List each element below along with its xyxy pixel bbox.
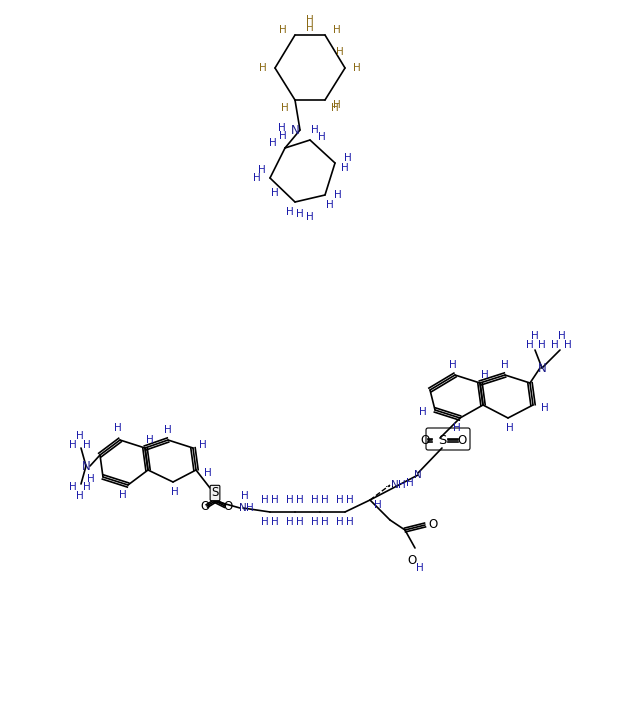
Text: H: H [241, 491, 249, 501]
Text: H: H [146, 435, 154, 445]
Text: N: N [537, 362, 547, 374]
Text: H: H [286, 207, 294, 217]
Text: H: H [344, 153, 352, 163]
Text: H: H [271, 517, 279, 527]
Text: H: H [558, 331, 566, 341]
Text: H: H [69, 440, 77, 450]
Text: N: N [291, 124, 299, 136]
Text: S: S [211, 486, 218, 500]
Text: N: N [81, 460, 90, 472]
Text: H: H [259, 63, 267, 73]
Text: H: H [261, 495, 269, 505]
Text: H: H [296, 209, 304, 219]
Text: H: H [261, 517, 269, 527]
Text: H: H [306, 212, 314, 222]
Text: H: H [321, 517, 329, 527]
Text: H: H [119, 490, 127, 500]
Text: H: H [336, 517, 344, 527]
Text: H: H [541, 403, 549, 413]
Text: H: H [346, 495, 354, 505]
Text: H: H [246, 503, 254, 513]
Text: H: H [481, 370, 489, 380]
Text: H: H [253, 173, 261, 183]
Text: H: H [326, 200, 334, 210]
Text: H: H [164, 425, 172, 435]
Text: H: H [416, 563, 424, 573]
Text: H: H [271, 188, 279, 198]
Text: ....: .... [385, 479, 397, 489]
Text: H: H [296, 517, 304, 527]
Text: H: H [269, 138, 277, 148]
Text: S: S [438, 434, 446, 446]
Text: N: N [239, 503, 247, 513]
Text: H: H [83, 482, 91, 492]
Text: H: H [506, 423, 514, 433]
Text: H: H [311, 495, 319, 505]
Text: H: H [346, 517, 354, 527]
Text: H: H [281, 103, 289, 113]
Text: H: H [333, 100, 341, 110]
Text: H: H [311, 517, 319, 527]
Text: H: H [258, 165, 266, 175]
Text: H: H [526, 340, 534, 350]
Text: H: H [199, 440, 207, 450]
Text: H: H [171, 487, 179, 497]
Text: H: H [296, 495, 304, 505]
Text: H: H [311, 125, 319, 135]
Text: H: H [501, 360, 509, 370]
Text: H: H [114, 423, 122, 433]
Text: H: H [279, 131, 287, 141]
Text: H: H [318, 132, 326, 142]
Text: O: O [223, 500, 233, 512]
Text: H: H [419, 407, 427, 417]
Text: H: H [306, 23, 314, 33]
Text: H: H [69, 482, 77, 492]
Text: H: H [531, 331, 539, 341]
Text: O: O [428, 519, 437, 531]
Text: H: H [87, 474, 95, 484]
Text: H: H [538, 340, 546, 350]
Text: H: H [336, 47, 344, 57]
Text: H: H [331, 103, 339, 113]
Text: H: H [286, 517, 294, 527]
Text: H: H [306, 15, 314, 25]
Text: H: H [76, 431, 84, 441]
Text: O: O [420, 434, 429, 446]
Text: H: H [341, 163, 349, 173]
Text: N: N [414, 470, 422, 480]
Text: H: H [564, 340, 572, 350]
Text: H: H [453, 423, 461, 433]
Text: H: H [286, 495, 294, 505]
Text: H: H [333, 25, 341, 35]
Text: H: H [374, 500, 382, 510]
Text: H: H [406, 478, 414, 488]
Text: H: H [449, 360, 457, 370]
FancyBboxPatch shape [426, 428, 470, 450]
Text: H: H [551, 340, 559, 350]
Text: H: H [353, 63, 361, 73]
Text: O: O [407, 553, 416, 567]
Text: H: H [321, 495, 329, 505]
Text: H: H [76, 491, 84, 501]
Text: H: H [398, 480, 406, 490]
Text: H: H [278, 123, 286, 133]
Text: H: H [204, 468, 212, 478]
Text: O: O [201, 500, 210, 512]
Text: H: H [334, 190, 342, 200]
Text: N: N [391, 480, 399, 490]
Text: H: H [336, 495, 344, 505]
Text: H: H [279, 25, 287, 35]
Text: H: H [271, 495, 279, 505]
Text: H: H [83, 440, 91, 450]
Text: O: O [457, 434, 466, 446]
